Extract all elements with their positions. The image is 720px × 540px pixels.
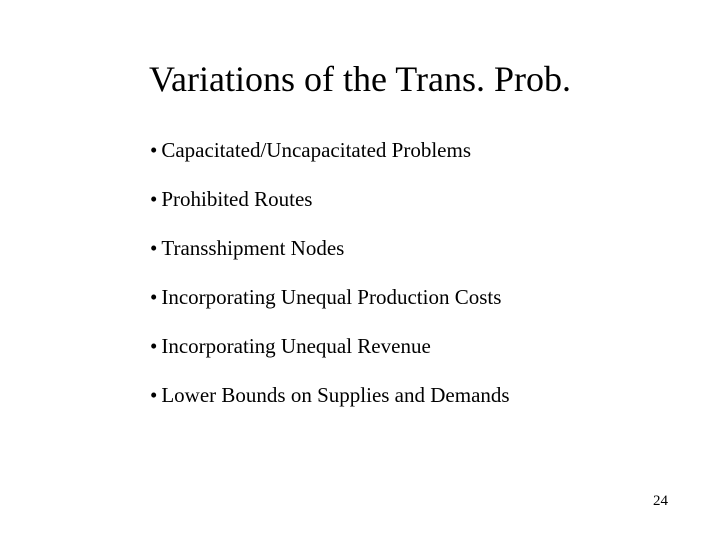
bullet-item: • Lower Bounds on Supplies and Demands — [150, 383, 660, 408]
bullet-item: • Capacitated/Uncapacitated Problems — [150, 138, 660, 163]
slide-container: Variations of the Trans. Prob. • Capacit… — [0, 0, 720, 540]
bullet-item: • Incorporating Unequal Revenue — [150, 334, 660, 359]
bullet-text: Transshipment Nodes — [161, 236, 660, 261]
slide-title: Variations of the Trans. Prob. — [0, 58, 720, 100]
bullet-text: Incorporating Unequal Production Costs — [161, 285, 660, 310]
bullet-text: Lower Bounds on Supplies and Demands — [161, 383, 660, 408]
bullet-item: • Prohibited Routes — [150, 187, 660, 212]
bullet-marker-icon: • — [150, 236, 157, 261]
bullet-item: • Transshipment Nodes — [150, 236, 660, 261]
bullet-marker-icon: • — [150, 383, 157, 408]
bullet-marker-icon: • — [150, 187, 157, 212]
bullet-marker-icon: • — [150, 138, 157, 163]
bullet-item: • Incorporating Unequal Production Costs — [150, 285, 660, 310]
bullet-list: • Capacitated/Uncapacitated Problems • P… — [0, 138, 720, 408]
bullet-marker-icon: • — [150, 285, 157, 310]
bullet-text: Incorporating Unequal Revenue — [161, 334, 660, 359]
bullet-marker-icon: • — [150, 334, 157, 359]
bullet-text: Prohibited Routes — [161, 187, 660, 212]
bullet-text: Capacitated/Uncapacitated Problems — [161, 138, 660, 163]
page-number: 24 — [653, 493, 668, 510]
